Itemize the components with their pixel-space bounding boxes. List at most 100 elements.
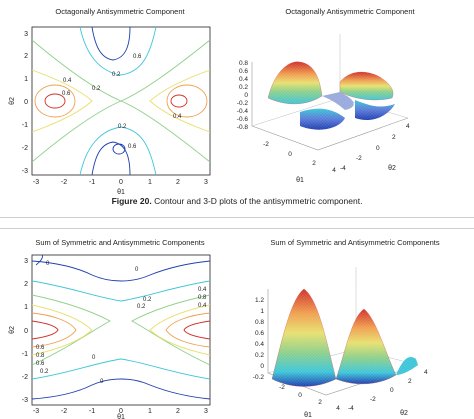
y-tick: -2 <box>22 145 28 152</box>
sum-components-plots: Sum of Symmetric and Antisymmetric Compo… <box>9 238 440 419</box>
y-tick: 0 <box>390 387 394 394</box>
z-tick: -0.2 <box>253 374 265 381</box>
contour-line <box>91 27 131 61</box>
x-tick: -2 <box>263 141 269 148</box>
contour-label: 0.4 <box>173 114 182 120</box>
left-plot-title: Octagonally Antisymmetric Component <box>55 7 185 16</box>
contour-line <box>79 27 157 76</box>
z-tick: -0.4 <box>237 108 249 115</box>
contour-line <box>32 378 210 400</box>
x-tick: 1 <box>148 179 152 186</box>
z-tick: -0.8 <box>237 124 249 131</box>
x-tick: 2 <box>176 179 180 186</box>
x-axis-label: θ1 <box>304 412 312 419</box>
y-tick: 1 <box>24 76 28 83</box>
y-tick: 4 <box>406 123 410 130</box>
x-tick: -2 <box>279 384 285 391</box>
x-tick: -1 <box>89 179 95 186</box>
y-tick: 3 <box>24 31 28 38</box>
caption-label: Figure 20. <box>111 196 152 206</box>
contour-label: 0.8 <box>36 353 45 359</box>
x-tick: -3 <box>33 408 39 415</box>
y-axis-label: θ2 <box>388 165 396 172</box>
contour-label: 0 <box>92 355 96 361</box>
z-tick: 0.8 <box>255 319 264 326</box>
y-axis-label: θ2 <box>9 97 16 105</box>
contour-label: 0.2 <box>40 369 49 375</box>
x-tick: 1 <box>148 408 152 415</box>
contour-line <box>32 304 93 356</box>
contour-line <box>79 126 157 175</box>
y-tick: -4 <box>348 405 354 412</box>
contour-label: 0.4 <box>63 78 72 84</box>
contour-label: 0 <box>135 267 139 273</box>
contour-label: 0.2 <box>118 124 127 130</box>
contour-label: 0.2 <box>137 304 146 310</box>
x-tick: -2 <box>61 408 67 415</box>
y-tick: 0 <box>24 99 28 106</box>
figure-caption: Figure 20. Contour and 3-D plots of the … <box>0 196 474 206</box>
y-tick: -3 <box>22 168 28 175</box>
z-tick: 0 <box>244 92 248 99</box>
y-tick: 1 <box>24 304 28 311</box>
right-plot-title: Octagonally Antisymmetric Component <box>285 7 415 16</box>
contour-label: 0.6 <box>36 345 45 351</box>
x-tick: -3 <box>33 179 39 186</box>
z-tick: 0.4 <box>239 76 248 83</box>
x-tick: 4 <box>332 167 336 174</box>
y-tick: -1 <box>22 351 28 358</box>
y-tick: -1 <box>22 122 28 129</box>
left-plot-title: Sum of Symmetric and Antisymmetric Compo… <box>35 238 204 247</box>
y-tick: -2 <box>22 374 28 381</box>
z-tick: 0.2 <box>239 84 248 91</box>
x-tick: -2 <box>61 179 67 186</box>
z-tick: -0.2 <box>237 100 249 107</box>
surface-plot-bottom: 1.2 1 0.8 0.6 0.4 0.2 0 -0.2 -2 0 2 4 -4 <box>253 267 428 419</box>
y-tick: -2 <box>370 396 376 403</box>
z-tick: 1 <box>260 308 264 315</box>
z-tick: -0.6 <box>237 116 249 123</box>
contour-label: 0.2 <box>92 86 101 92</box>
contour-line <box>32 312 77 348</box>
contour-label: 0.6 <box>133 54 142 60</box>
z-tick: 1.2 <box>255 297 264 304</box>
y-tick: -4 <box>340 165 346 172</box>
x-tick: 2 <box>312 160 316 167</box>
contour-line <box>34 84 76 118</box>
contour-label: 0.8 <box>198 295 207 301</box>
contour-label: 0 <box>46 261 50 267</box>
y-axis-label: θ2 <box>9 326 16 334</box>
contour-line <box>32 320 59 340</box>
surface-plot-top: 0.8 0.6 0.4 0.2 0 -0.2 -0.4 -0.6 -0.8 -2… <box>237 34 410 184</box>
contour-line <box>183 320 210 340</box>
y-tick: 0 <box>376 145 380 152</box>
contour-line <box>166 84 208 118</box>
x-tick: 2 <box>318 399 322 406</box>
y-tick: 2 <box>24 281 28 288</box>
contour-line <box>165 312 210 348</box>
y-tick: 2 <box>408 378 412 385</box>
y-tick: 2 <box>24 53 28 60</box>
y-axis-label: θ2 <box>400 410 408 417</box>
x-tick: 3 <box>204 179 208 186</box>
z-tick: 0.6 <box>239 68 248 75</box>
figure-20-plots: Octagonally Antisymmetric Component <box>9 7 416 196</box>
contour-label: 0.6 <box>62 91 71 97</box>
contour-line <box>112 143 126 155</box>
page-divider <box>0 217 474 229</box>
contour-line <box>35 255 43 266</box>
contour-label: 0.6 <box>128 144 137 150</box>
contour-line <box>170 94 188 108</box>
y-tick: 0 <box>24 328 28 335</box>
x-tick: 0 <box>298 392 302 399</box>
x-tick: 0 <box>119 408 123 415</box>
y-tick: -2 <box>356 155 362 162</box>
contour-label: 0.2 <box>143 297 152 303</box>
x-tick: 3 <box>204 408 208 415</box>
z-tick: 0.4 <box>255 341 264 348</box>
plot-frame <box>31 254 211 406</box>
contour-line <box>32 294 111 366</box>
contour-line <box>32 280 210 302</box>
x-axis-label: θ1 <box>117 189 125 196</box>
